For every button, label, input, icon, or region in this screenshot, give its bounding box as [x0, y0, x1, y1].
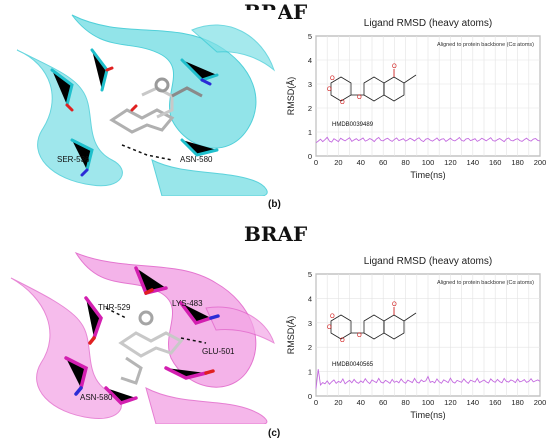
oxygen-atom-label: O — [330, 314, 335, 320]
x-tick-label: 40 — [357, 158, 365, 167]
y-tick-label: 4 — [308, 294, 312, 303]
oxygen-atom-label: O — [327, 87, 332, 93]
panel-c-rmsd-chart: Ligand RMSD (heavy atoms)0 20 40 60 80 100 120… — [286, 256, 546, 420]
oxygen-atom-label: O — [327, 325, 332, 331]
chart-annotation: Aligned to protein backbone (Cα atoms) — [437, 42, 534, 48]
x-tick-label: 20 — [334, 398, 342, 407]
oxygen-atom-label: O — [357, 333, 362, 339]
panel-c-ligand — [118, 310, 184, 385]
oxygen-atom-label: O — [392, 302, 397, 308]
panel-c-residue-label: THR-529 — [98, 303, 131, 312]
oxygen-atom-label: O — [340, 338, 345, 344]
chart-title: Ligand RMSD (heavy atoms) — [364, 18, 492, 29]
x-tick-label: 200 — [534, 158, 546, 167]
panel-c-heading: BRAF — [244, 222, 308, 246]
bond — [403, 74, 417, 84]
panel-b-ribbons — [16, 14, 276, 196]
chart-title: Ligand RMSD (heavy atoms) — [364, 256, 492, 267]
panel-c-residue-label: LYS-483 — [172, 299, 203, 308]
y-tick-label: 5 — [308, 32, 312, 41]
x-tick-label: 100 — [422, 398, 435, 407]
x-tick-label: 200 — [534, 398, 546, 407]
panel-b-label: (b) — [268, 199, 281, 210]
panel-c-label: (c) — [268, 428, 281, 439]
bond — [403, 312, 417, 322]
panel-b-protein-structure: SER-536 ASN-580 — [12, 10, 278, 196]
panel-b-hbond — [121, 144, 173, 161]
panel-c-hbond — [105, 307, 127, 319]
panel-b-sticks — [50, 48, 219, 177]
panel-c-protein-structure: THR-529 LYS-483 GLU-501 ASN-580 — [6, 248, 276, 424]
x-tick-label: 140 — [467, 158, 480, 167]
rmsd-series-line — [315, 136, 541, 144]
y-tick-label: 1 — [308, 368, 312, 377]
y-tick-label: 3 — [308, 319, 312, 328]
x-tick-label: 100 — [422, 158, 435, 167]
x-tick-label: 60 — [379, 398, 387, 407]
panel-c-ribbons — [10, 251, 275, 424]
panel-b-residue-label: ASN-580 — [180, 155, 213, 164]
y-tick-label: 2 — [308, 343, 312, 352]
x-tick-label: 160 — [489, 158, 502, 167]
compound-id-label: HMDB0039489 — [332, 122, 374, 128]
x-tick-label: 0 — [314, 398, 318, 407]
x-tick-label: 160 — [489, 398, 502, 407]
oxygen-atom-label: O — [357, 95, 362, 101]
y-tick-label: 5 — [308, 270, 312, 279]
y-axis-label: RMSD(Å) — [286, 77, 296, 116]
x-tick-label: 60 — [379, 158, 387, 167]
x-axis-label: Time(ns) — [410, 170, 445, 180]
rmsd-series-line — [315, 369, 541, 389]
y-tick-label: 4 — [308, 56, 312, 65]
y-tick-label: 2 — [308, 104, 312, 113]
y-tick-label: 0 — [308, 152, 312, 161]
panel-c-sticks — [64, 266, 220, 406]
molecule-structure — [330, 69, 417, 102]
chart-annotation: Aligned to protein backbone (Cα atoms) — [437, 280, 534, 286]
oxygen-atom-label: O — [392, 64, 397, 70]
x-tick-label: 20 — [334, 158, 342, 167]
x-tick-label: 0 — [314, 158, 318, 167]
y-tick-label: 3 — [308, 80, 312, 89]
x-axis-label: Time(ns) — [410, 410, 445, 420]
x-tick-label: 120 — [444, 398, 457, 407]
oxygen-atom-label: O — [330, 76, 335, 82]
y-axis-label: RMSD(Å) — [286, 316, 296, 355]
x-tick-label: 140 — [467, 398, 480, 407]
x-tick-label: 180 — [511, 158, 524, 167]
molecule-structure — [330, 307, 417, 340]
x-tick-label: 180 — [511, 398, 524, 407]
panel-c-residue-label: GLU-501 — [202, 347, 235, 356]
y-tick-label: 1 — [308, 128, 312, 137]
x-tick-label: 80 — [401, 158, 409, 167]
panel-c-residue-label: ASN-580 — [80, 393, 113, 402]
x-tick-label: 120 — [444, 158, 457, 167]
panel-b-ligand — [109, 77, 203, 134]
panel-b-rmsd-chart: Ligand RMSD (heavy atoms)0 20 40 60 80 100 120… — [286, 18, 546, 180]
y-tick-label: 0 — [308, 392, 312, 401]
panel-c-hbond — [180, 337, 207, 344]
x-tick-label: 80 — [401, 398, 409, 407]
x-tick-label: 40 — [357, 398, 365, 407]
panel-b-residue-label: SER-536 — [57, 155, 90, 164]
oxygen-atom-label: O — [340, 100, 345, 106]
compound-id-label: HMDB0040565 — [332, 362, 374, 368]
